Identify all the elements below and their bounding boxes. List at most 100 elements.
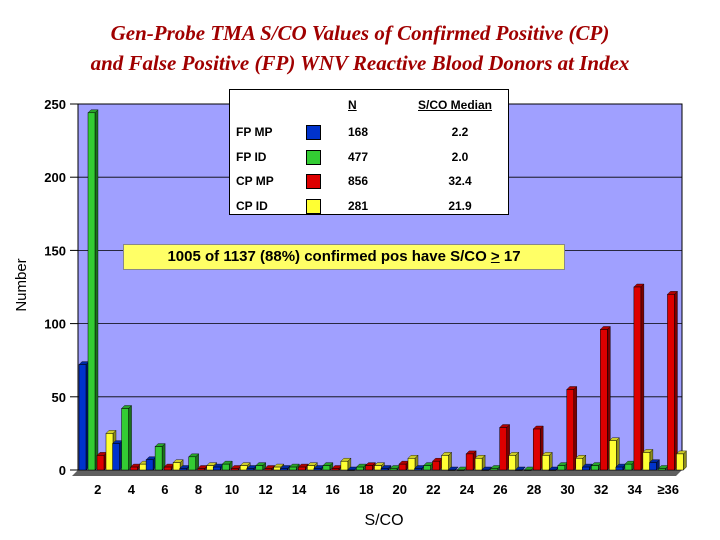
x-tick-label: 12 [258, 482, 272, 497]
bar [212, 466, 221, 471]
bar [313, 468, 322, 471]
bar-side [161, 443, 166, 471]
x-tick-label: 22 [426, 482, 440, 497]
bar [548, 469, 557, 471]
annotation-suffix: 17 [499, 248, 521, 265]
bar [541, 455, 550, 471]
y-tick-label: 100 [44, 317, 66, 332]
x-tick-label: 4 [128, 482, 136, 497]
bar [230, 468, 239, 471]
bar [523, 469, 532, 471]
bar [532, 428, 541, 471]
bar [591, 465, 599, 471]
bar [490, 468, 498, 471]
bar [374, 465, 382, 471]
legend-label: FP MP [236, 125, 273, 139]
bar [667, 294, 675, 471]
bar [179, 468, 187, 471]
bar [78, 364, 87, 471]
bar [642, 452, 651, 471]
bar [649, 462, 657, 471]
legend-n: 477 [347, 150, 369, 164]
bar [273, 466, 282, 471]
bar [557, 465, 566, 471]
bar [255, 465, 264, 471]
bar [239, 465, 248, 471]
bar [508, 455, 516, 471]
bar [246, 468, 255, 471]
x-tick-label: 32 [594, 482, 608, 497]
bar [432, 460, 440, 471]
bar [499, 427, 507, 471]
bar [130, 466, 138, 471]
bar [112, 443, 120, 471]
bar [154, 446, 163, 471]
bar [96, 455, 105, 471]
bar [264, 468, 273, 471]
x-tick-label: 14 [292, 482, 307, 497]
bar [615, 466, 624, 471]
bar [197, 468, 205, 471]
y-tick-label: 150 [44, 243, 66, 258]
legend-label: CP MP [236, 174, 274, 188]
bar [398, 463, 407, 471]
legend-median: 32.4 [448, 174, 472, 188]
bar [365, 465, 373, 471]
bar [331, 468, 340, 471]
legend-median: 2.0 [451, 150, 469, 164]
bar [609, 440, 617, 471]
bar [514, 469, 523, 471]
bar [474, 458, 483, 471]
bar [624, 463, 633, 471]
bar [188, 456, 196, 471]
bar [566, 389, 575, 471]
y-axis-label: Number [13, 258, 30, 311]
bar [206, 465, 214, 471]
bar [105, 433, 114, 471]
bar [582, 466, 590, 471]
x-tick-label: 34 [627, 482, 642, 497]
legend-swatch-red [306, 174, 321, 189]
bar [347, 469, 355, 471]
legend-row-cp-mp: CP MP 856 32.4 [230, 172, 508, 190]
bar [307, 465, 315, 471]
annotation-prefix: 1005 of 1137 (88%) confirmed pos have S/… [167, 248, 491, 265]
x-tick-label: 16 [325, 482, 339, 497]
x-tick-label: 20 [393, 482, 407, 497]
x-tick-label: 30 [560, 482, 574, 497]
plot-floor [72, 470, 682, 476]
bar [481, 469, 489, 471]
legend-swatch-yellow [306, 199, 321, 214]
legend-n: 281 [347, 199, 369, 213]
x-tick-label: 28 [527, 482, 541, 497]
annotation-symbol: > [490, 248, 500, 265]
legend-row-fp-mp: FP MP 168 2.2 [230, 123, 508, 141]
legend-table: N S/CO Median FP MP 168 2.2 FP ID 477 2.… [229, 89, 509, 215]
bar [280, 468, 288, 471]
y-tick-label: 50 [52, 390, 66, 405]
bar-side [128, 405, 132, 471]
bar [407, 458, 416, 471]
annotation-box: 1005 of 1137 (88%) confirmed pos have S/… [123, 244, 565, 270]
x-axis-label: S/CO [364, 512, 403, 529]
chart-title-line-2: and False Positive (FP) WNV Reactive Blo… [90, 51, 630, 75]
bar [289, 466, 297, 471]
x-tick-label: 24 [460, 482, 475, 497]
legend-n: 856 [347, 174, 369, 188]
bar [380, 468, 389, 471]
bar [163, 466, 172, 471]
bar [456, 469, 465, 471]
bar [633, 286, 642, 471]
legend-n: 168 [347, 125, 369, 139]
bar-side [683, 450, 687, 471]
bar [322, 465, 331, 471]
bar-side [94, 109, 99, 471]
x-tick-label: 2 [94, 482, 101, 497]
bar [87, 112, 96, 471]
bar-side [674, 290, 678, 471]
y-tick-label: 250 [44, 97, 66, 112]
chart-title-line-1: Gen-Probe TMA S/CO Values of Confirmed P… [110, 21, 610, 45]
bar [221, 463, 230, 471]
legend-header-median: S/CO Median [418, 98, 493, 112]
x-tick-label: 8 [195, 482, 202, 497]
